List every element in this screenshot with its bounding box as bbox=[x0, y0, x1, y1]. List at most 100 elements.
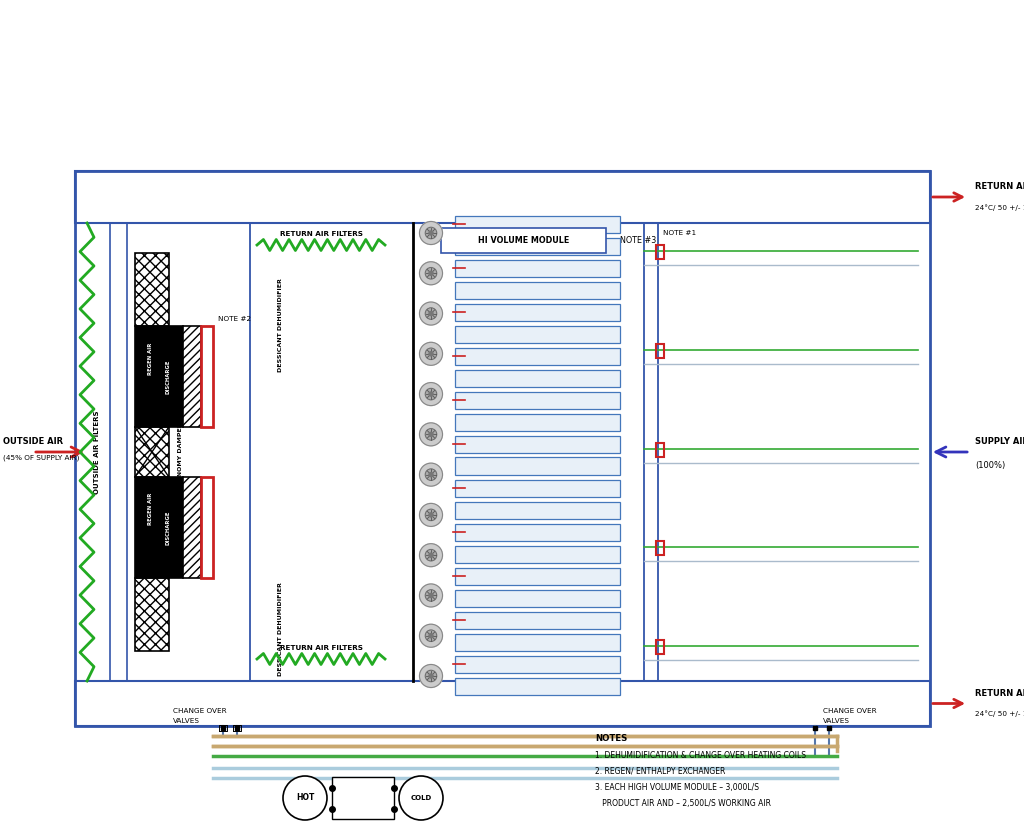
Circle shape bbox=[420, 463, 442, 486]
Circle shape bbox=[429, 473, 433, 477]
Text: 24°C/ 50 +/- 10% RH: 24°C/ 50 +/- 10% RH bbox=[975, 711, 1024, 717]
Bar bbox=[455, 215, 620, 233]
Text: COLD: COLD bbox=[411, 795, 432, 801]
Circle shape bbox=[429, 553, 433, 557]
Bar bbox=[455, 677, 620, 695]
Text: RETURN AIR FILTERS: RETURN AIR FILTERS bbox=[280, 645, 362, 651]
Bar bbox=[183, 477, 201, 578]
Text: OUTSIDE AIR: OUTSIDE AIR bbox=[3, 438, 63, 446]
Circle shape bbox=[420, 544, 442, 566]
Circle shape bbox=[420, 665, 442, 687]
Bar bbox=[75, 171, 930, 726]
Bar bbox=[455, 435, 620, 453]
Circle shape bbox=[429, 311, 433, 315]
Text: PRODUCT AIR AND – 2,500L/S WORKING AIR: PRODUCT AIR AND – 2,500L/S WORKING AIR bbox=[595, 799, 771, 808]
Circle shape bbox=[429, 593, 433, 597]
Text: VALVES: VALVES bbox=[173, 718, 200, 724]
Bar bbox=[455, 480, 620, 497]
Text: (45% OF SUPPLY AIR): (45% OF SUPPLY AIR) bbox=[3, 455, 80, 461]
Text: HOT: HOT bbox=[296, 793, 314, 802]
Bar bbox=[135, 326, 183, 427]
Text: VALVES: VALVES bbox=[823, 718, 850, 724]
Bar bbox=[441, 228, 606, 253]
Bar bbox=[656, 640, 664, 654]
Bar bbox=[455, 634, 620, 651]
Bar bbox=[455, 325, 620, 343]
Circle shape bbox=[425, 590, 437, 601]
Text: 24°C/ 50 +/- 10% RH: 24°C/ 50 +/- 10% RH bbox=[975, 204, 1024, 211]
Circle shape bbox=[425, 550, 437, 561]
Bar bbox=[656, 344, 664, 358]
Text: OUTSIDE AIR FILTERS: OUTSIDE AIR FILTERS bbox=[94, 410, 100, 494]
Bar bbox=[455, 611, 620, 629]
Text: HI VOLUME MODULE: HI VOLUME MODULE bbox=[478, 236, 569, 245]
Bar bbox=[75, 681, 930, 726]
Circle shape bbox=[425, 308, 437, 319]
Bar bbox=[455, 259, 620, 277]
Bar bbox=[201, 477, 213, 578]
Circle shape bbox=[429, 392, 433, 396]
Text: 3. EACH HIGH VOLUME MODULE – 3,000L/S: 3. EACH HIGH VOLUME MODULE – 3,000L/S bbox=[595, 783, 759, 792]
Text: REGEN AIR: REGEN AIR bbox=[148, 342, 154, 374]
Circle shape bbox=[420, 504, 442, 526]
Text: RETURN AIR: RETURN AIR bbox=[975, 182, 1024, 191]
Circle shape bbox=[420, 222, 442, 244]
Bar bbox=[455, 304, 620, 321]
Bar bbox=[75, 171, 930, 223]
Bar bbox=[135, 477, 183, 578]
Circle shape bbox=[429, 271, 433, 275]
Circle shape bbox=[420, 423, 442, 446]
Text: REGEN AIR: REGEN AIR bbox=[148, 493, 154, 525]
Circle shape bbox=[425, 429, 437, 440]
Text: DESSICANT DEHUMIDIFIER: DESSICANT DEHUMIDIFIER bbox=[278, 582, 283, 676]
Bar bbox=[135, 253, 169, 326]
Text: CONOMY DAMPERS: CONOMY DAMPERS bbox=[178, 418, 183, 486]
Text: NOTE #1: NOTE #1 bbox=[663, 230, 696, 236]
Circle shape bbox=[425, 268, 437, 279]
Bar bbox=[455, 414, 620, 431]
Bar bbox=[201, 326, 213, 427]
Bar bbox=[455, 369, 620, 387]
Circle shape bbox=[429, 513, 433, 517]
Bar bbox=[455, 282, 620, 299]
Circle shape bbox=[420, 262, 442, 284]
Text: RETURN AIR FILTERS: RETURN AIR FILTERS bbox=[280, 231, 362, 237]
Circle shape bbox=[420, 383, 442, 405]
Circle shape bbox=[425, 630, 437, 641]
Bar bbox=[656, 541, 664, 555]
Bar bbox=[455, 545, 620, 563]
Bar bbox=[656, 443, 664, 456]
Bar bbox=[455, 238, 620, 255]
Circle shape bbox=[429, 674, 433, 678]
Circle shape bbox=[425, 227, 437, 239]
Bar bbox=[656, 245, 664, 259]
Circle shape bbox=[425, 671, 437, 681]
Bar bbox=[332, 777, 394, 819]
Text: CHANGE OVER: CHANGE OVER bbox=[173, 708, 226, 714]
Text: DESSICANT DEHUMIDIFIER: DESSICANT DEHUMIDIFIER bbox=[278, 278, 283, 372]
Text: NOTES: NOTES bbox=[595, 734, 628, 743]
Bar bbox=[455, 524, 620, 541]
Circle shape bbox=[429, 634, 433, 638]
Bar bbox=[183, 326, 201, 427]
Text: (100%): (100%) bbox=[975, 461, 1006, 470]
Circle shape bbox=[283, 776, 327, 820]
Bar bbox=[455, 656, 620, 673]
Bar bbox=[455, 590, 620, 607]
Circle shape bbox=[420, 342, 442, 365]
Bar bbox=[455, 391, 620, 409]
Circle shape bbox=[425, 510, 437, 520]
Text: NOTE #3: NOTE #3 bbox=[620, 236, 656, 245]
Text: SUPPLY AIR: SUPPLY AIR bbox=[975, 437, 1024, 446]
Bar bbox=[455, 501, 620, 519]
Text: 2. REGEN/ ENTHALPY EXCHANGER: 2. REGEN/ ENTHALPY EXCHANGER bbox=[595, 767, 725, 776]
Text: 1. DEHUMIDIFICATION & CHANGE OVER HEATING COILS: 1. DEHUMIDIFICATION & CHANGE OVER HEATIN… bbox=[595, 751, 806, 760]
Bar bbox=[135, 427, 169, 477]
Circle shape bbox=[425, 469, 437, 480]
Bar bbox=[455, 458, 620, 475]
Text: DISCHARGE: DISCHARGE bbox=[165, 359, 170, 394]
Circle shape bbox=[420, 302, 442, 325]
Bar bbox=[455, 348, 620, 365]
Circle shape bbox=[420, 624, 442, 647]
Circle shape bbox=[399, 776, 443, 820]
